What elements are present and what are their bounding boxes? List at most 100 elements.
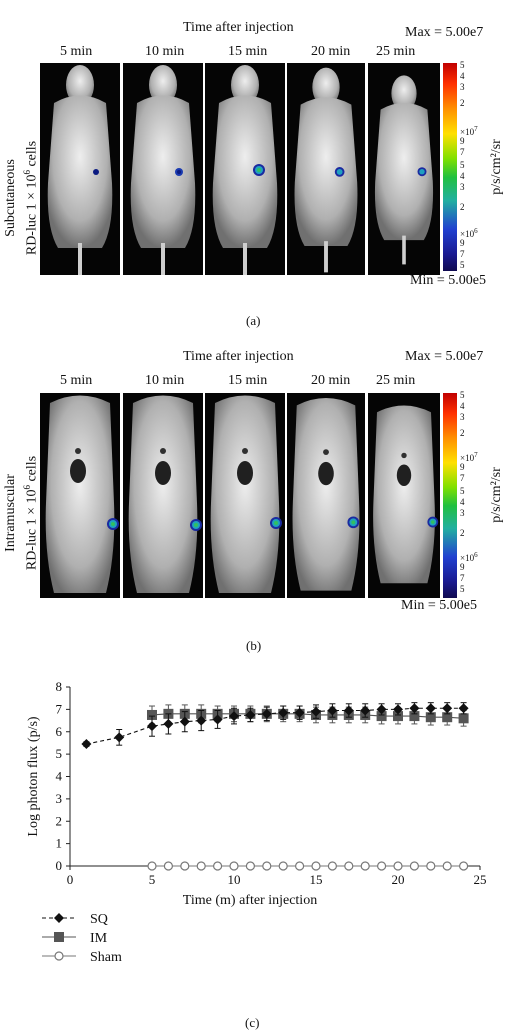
panel-b-cb-mult-base: ×10 bbox=[460, 553, 475, 563]
x-tick-label: 15 bbox=[310, 872, 323, 887]
mouse-image-b-25min bbox=[368, 393, 440, 598]
panel-a-time-25: 25 min bbox=[376, 44, 416, 59]
y-tick-label: 7 bbox=[56, 701, 63, 716]
data-point-sq bbox=[245, 709, 256, 720]
panel-b-side-label-line2: RD-luc 1 × 106 cells bbox=[19, 433, 41, 593]
data-point-sham bbox=[393, 861, 403, 871]
data-point-sham bbox=[245, 861, 255, 871]
panel-a-cb-mult-base: ×10 bbox=[460, 127, 475, 137]
data-point-sham bbox=[262, 861, 272, 871]
series-line-sq bbox=[86, 707, 464, 745]
panel-b-min-label: Min = 5.00e5 bbox=[401, 598, 477, 613]
data-point-sham bbox=[311, 861, 321, 871]
x-axis-label: Time (m) after injection bbox=[183, 893, 317, 908]
panel-b-cb-tick: 3 bbox=[460, 508, 465, 518]
data-point-sq bbox=[425, 703, 436, 714]
panel-a-colorbar-units: p/s/cm²/sr bbox=[489, 139, 504, 195]
panel-a-cb-mult-exp: 6 bbox=[474, 227, 478, 235]
data-point-sq bbox=[360, 705, 371, 716]
panel-b-cb-tick: 9 bbox=[460, 462, 465, 472]
y-tick-label: 8 bbox=[56, 679, 63, 694]
panel-b-cb-mult: ×107 bbox=[460, 450, 478, 463]
x-tick-label: 25 bbox=[474, 872, 487, 887]
data-point-sq bbox=[409, 703, 420, 714]
panel-a-cb-tick: 7 bbox=[460, 249, 465, 259]
data-point-sham bbox=[278, 861, 288, 871]
panel-b-cb-tick: 5 bbox=[460, 584, 465, 594]
panel-a-cb-tick: 2 bbox=[460, 202, 465, 212]
panel-b-max-label: Max = 5.00e7 bbox=[405, 349, 484, 364]
mouse-image-a-10min bbox=[123, 63, 203, 275]
panel-a-max-label: Max = 5.00e7 bbox=[405, 25, 484, 40]
mouse-image-b-20min bbox=[287, 393, 365, 598]
panel-b-cb-tick: 5 bbox=[460, 486, 465, 496]
panel-a-cb-tick: 9 bbox=[460, 136, 465, 146]
panel-a-cb-tick: 5 bbox=[460, 260, 465, 270]
panel-b-cb-mult-exp: 6 bbox=[474, 551, 478, 559]
y-tick-label: 2 bbox=[56, 813, 63, 828]
x-tick-label: 20 bbox=[392, 872, 405, 887]
panel-a-time-15: 15 min bbox=[228, 44, 268, 59]
panel-a-side-label: Subcutaneous RD-luc 1 × 106 cells bbox=[2, 118, 40, 278]
panel-a-cb-mult: ×106 bbox=[460, 226, 478, 239]
mouse-image-b-10min bbox=[123, 393, 203, 598]
panel-a-cb-tick: 3 bbox=[460, 82, 465, 92]
panel-a-caption: (a) bbox=[246, 313, 261, 328]
panel-b-cb-tick: 7 bbox=[460, 573, 465, 583]
data-point-sq bbox=[114, 732, 125, 743]
panel-a-side-label-post: cells bbox=[24, 140, 40, 171]
x-tick-label: 10 bbox=[228, 872, 241, 887]
panel-b-time-5: 5 min bbox=[60, 373, 93, 388]
y-tick-label: 0 bbox=[56, 858, 63, 873]
panel-b-time-15: 15 min bbox=[228, 373, 268, 388]
panel-a-time-10: 10 min bbox=[145, 44, 185, 59]
panel-b-cb-tick: 4 bbox=[460, 497, 465, 507]
data-point-sham bbox=[147, 861, 157, 871]
panel-a-min-label: Min = 5.00e5 bbox=[410, 273, 486, 288]
y-axis-label: Log photon flux (p/s) bbox=[26, 716, 41, 836]
mouse-image-a-25min bbox=[368, 63, 440, 275]
panel-a-cb-tick: 5 bbox=[460, 160, 465, 170]
mouse-image-a-15min bbox=[205, 63, 285, 275]
data-point-sq bbox=[376, 704, 387, 715]
panel-b-time-20: 20 min bbox=[311, 373, 351, 388]
data-point-sham bbox=[327, 861, 337, 871]
panel-a-cb-tick: 3 bbox=[460, 182, 465, 192]
panel-b-cb-tick: 2 bbox=[460, 428, 465, 438]
data-point-sham bbox=[163, 861, 173, 871]
panel-a-colorbar-ticks: 5 4 3 2 ×107 9 7 5 4 3 2 ×106 9 7 5 bbox=[460, 60, 490, 274]
y-tick-label: 1 bbox=[56, 836, 63, 851]
data-point-sham bbox=[426, 861, 436, 871]
panel-b-time-10: 10 min bbox=[145, 373, 185, 388]
data-point-sq bbox=[393, 704, 403, 715]
panel-c-caption: (c) bbox=[245, 1015, 260, 1030]
panel-b-colorbar-units: p/s/cm²/sr bbox=[489, 467, 504, 523]
data-point-sq bbox=[163, 718, 174, 729]
panel-a-cb-mult: ×107 bbox=[460, 124, 478, 137]
data-point-sham bbox=[409, 861, 419, 871]
data-point-sham bbox=[377, 861, 387, 871]
panel-a-cb-tick: 2 bbox=[460, 98, 465, 108]
panel-b-header: Time after injection bbox=[183, 349, 294, 364]
data-point-sham bbox=[360, 861, 370, 871]
panel-a-cb-tick: 4 bbox=[460, 171, 465, 181]
panel-a-side-label-line1: Subcutaneous bbox=[3, 159, 18, 237]
data-point-im bbox=[147, 709, 157, 720]
panel-a-time-5: 5 min bbox=[60, 44, 93, 59]
panel-a-time-20: 20 min bbox=[311, 44, 351, 59]
data-point-sq bbox=[327, 705, 338, 716]
panel-b-side-label: Intramuscular RD-luc 1 × 106 cells bbox=[2, 433, 41, 593]
data-point-sq bbox=[311, 706, 321, 717]
data-point-sham bbox=[295, 861, 305, 871]
data-point-sham bbox=[196, 861, 206, 871]
data-point-sq bbox=[278, 707, 289, 718]
y-tick-label: 3 bbox=[56, 791, 63, 806]
panel-a-cb-tick: 7 bbox=[460, 147, 465, 157]
data-point-sq bbox=[229, 711, 239, 722]
mouse-image-a-5min bbox=[40, 63, 120, 275]
data-point-sham bbox=[344, 861, 354, 871]
panel-b-side-label-post: cells bbox=[24, 455, 40, 486]
data-point-im bbox=[458, 713, 469, 724]
data-point-sq bbox=[212, 714, 223, 725]
mouse-image-a-20min bbox=[287, 63, 365, 275]
